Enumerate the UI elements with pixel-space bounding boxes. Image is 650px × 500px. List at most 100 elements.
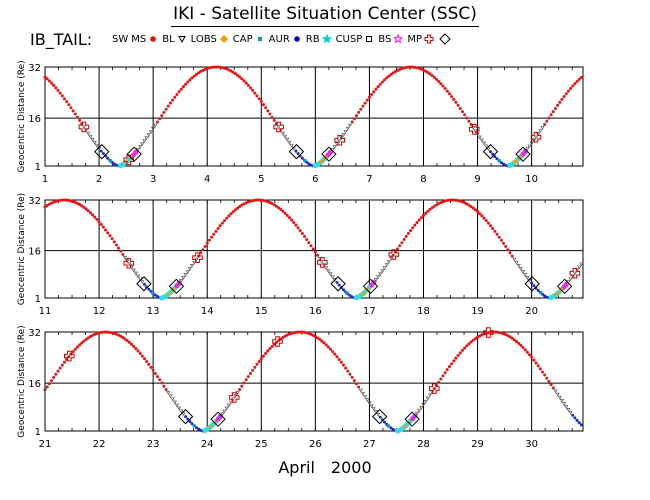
data-point xyxy=(231,70,235,74)
data-point xyxy=(543,294,547,298)
x-tick-label: 2 xyxy=(96,174,102,185)
data-point xyxy=(486,147,491,152)
data-point xyxy=(350,120,354,124)
mp-crossing-marker xyxy=(192,252,203,263)
data-point xyxy=(199,251,203,255)
data-point xyxy=(579,262,584,267)
data-point xyxy=(220,412,225,417)
data-point xyxy=(481,141,487,146)
data-point xyxy=(572,271,577,276)
data-point xyxy=(456,103,460,107)
data-point xyxy=(432,204,436,208)
data-point xyxy=(324,266,329,271)
data-point xyxy=(402,425,407,429)
data-point xyxy=(176,406,182,411)
data-point xyxy=(375,275,381,280)
orbit-trajectory xyxy=(42,330,583,434)
data-point xyxy=(450,95,454,99)
data-point xyxy=(78,343,82,347)
data-point xyxy=(255,94,259,98)
data-point xyxy=(261,103,265,107)
data-point xyxy=(389,426,393,430)
data-point xyxy=(238,205,242,209)
data-point xyxy=(142,139,147,144)
boundary-diamond-marker xyxy=(524,276,540,292)
boundary-diamond-marker xyxy=(482,143,499,160)
mp-crossing-marker xyxy=(228,392,240,403)
data-point xyxy=(344,366,348,370)
data-point xyxy=(539,291,543,295)
data-point xyxy=(452,359,456,363)
data-point xyxy=(384,263,389,268)
data-point xyxy=(443,86,447,90)
data-point xyxy=(510,336,514,340)
boundary-diamond-marker xyxy=(168,278,185,294)
data-point xyxy=(311,247,315,251)
legend-prefix: IB_TAIL: xyxy=(30,30,93,49)
data-point xyxy=(253,365,257,369)
data-point xyxy=(268,112,272,116)
data-point xyxy=(71,350,75,354)
data-point xyxy=(151,368,155,372)
data-point xyxy=(523,273,528,277)
data-point xyxy=(123,337,127,341)
data-point xyxy=(220,221,224,225)
data-point xyxy=(300,232,304,236)
data-point xyxy=(287,216,291,220)
data-point xyxy=(173,95,177,99)
data-point xyxy=(287,140,292,145)
data-point xyxy=(95,217,99,221)
data-point xyxy=(235,206,239,210)
data-point xyxy=(67,355,71,359)
data-point xyxy=(257,97,261,101)
data-point xyxy=(270,115,274,119)
data-point xyxy=(493,155,497,159)
data-point xyxy=(114,243,118,247)
data-point xyxy=(372,90,376,94)
data-point xyxy=(233,72,237,76)
x-tick-label: 21 xyxy=(39,439,52,450)
y-tick-label: 16 xyxy=(28,114,41,125)
data-point xyxy=(406,65,410,69)
y-tick-label: 32 xyxy=(28,328,41,339)
x-tick-label: 29 xyxy=(471,439,484,450)
data-point xyxy=(533,135,539,140)
chart-legend: SW MS BL LOBS CAP AUR RB CUSP BS MP xyxy=(112,33,454,45)
data-point xyxy=(375,413,381,417)
data-point xyxy=(318,337,322,341)
data-point xyxy=(43,205,47,209)
panel-3: 21 22 23 24 25 26 27 28 29 30 32 16 1 Geocentric Dist… xyxy=(17,325,584,450)
data-point xyxy=(493,229,497,233)
data-point xyxy=(240,384,244,388)
legend-item-cap: CAP xyxy=(233,33,266,45)
data-point xyxy=(292,221,296,225)
data-point xyxy=(307,241,311,245)
data-point xyxy=(184,82,188,86)
x-tick-label: 19 xyxy=(471,306,484,317)
data-point xyxy=(469,340,473,344)
data-point xyxy=(181,276,186,280)
data-point xyxy=(463,346,467,350)
data-point xyxy=(434,77,438,81)
data-point xyxy=(84,337,88,341)
data-point xyxy=(65,100,69,104)
y-tick-label: 16 xyxy=(28,247,41,258)
data-point xyxy=(52,375,56,379)
boundary-diamond-marker xyxy=(177,408,194,425)
data-point xyxy=(467,119,471,123)
data-point xyxy=(473,208,477,212)
data-point xyxy=(337,139,342,144)
data-point xyxy=(119,334,123,338)
x-tick-label: 8 xyxy=(420,174,426,185)
data-point xyxy=(112,162,116,166)
data-point xyxy=(341,363,345,367)
data-point xyxy=(426,71,430,75)
data-point xyxy=(333,352,337,356)
data-point xyxy=(135,274,141,279)
data-point xyxy=(484,144,489,149)
mp-crossing-marker xyxy=(334,134,345,146)
data-point xyxy=(538,367,542,371)
data-point xyxy=(473,337,477,341)
data-point xyxy=(132,344,136,348)
